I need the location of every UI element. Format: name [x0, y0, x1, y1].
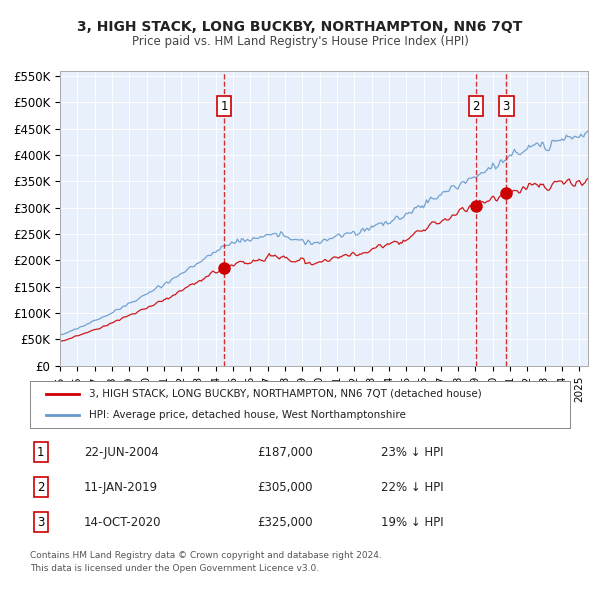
Text: 3: 3: [37, 516, 44, 529]
Text: 11-JAN-2019: 11-JAN-2019: [84, 481, 158, 494]
Text: £325,000: £325,000: [257, 516, 313, 529]
Text: 2: 2: [37, 481, 44, 494]
Text: 22% ↓ HPI: 22% ↓ HPI: [381, 481, 443, 494]
Text: £187,000: £187,000: [257, 445, 313, 459]
Text: 3, HIGH STACK, LONG BUCKBY, NORTHAMPTON, NN6 7QT: 3, HIGH STACK, LONG BUCKBY, NORTHAMPTON,…: [77, 19, 523, 34]
Text: 2: 2: [472, 100, 480, 113]
Text: 22-JUN-2004: 22-JUN-2004: [84, 445, 159, 459]
Text: 19% ↓ HPI: 19% ↓ HPI: [381, 516, 443, 529]
Text: Price paid vs. HM Land Registry's House Price Index (HPI): Price paid vs. HM Land Registry's House …: [131, 35, 469, 48]
Text: 1: 1: [37, 445, 44, 459]
Text: 14-OCT-2020: 14-OCT-2020: [84, 516, 161, 529]
Text: 1: 1: [220, 100, 227, 113]
Text: HPI: Average price, detached house, West Northamptonshire: HPI: Average price, detached house, West…: [89, 409, 406, 419]
Text: 23% ↓ HPI: 23% ↓ HPI: [381, 445, 443, 459]
Text: £305,000: £305,000: [257, 481, 312, 494]
Text: 3: 3: [503, 100, 510, 113]
Text: This data is licensed under the Open Government Licence v3.0.: This data is licensed under the Open Gov…: [30, 564, 319, 573]
Text: Contains HM Land Registry data © Crown copyright and database right 2024.: Contains HM Land Registry data © Crown c…: [30, 550, 382, 559]
Text: 3, HIGH STACK, LONG BUCKBY, NORTHAMPTON, NN6 7QT (detached house): 3, HIGH STACK, LONG BUCKBY, NORTHAMPTON,…: [89, 389, 482, 399]
